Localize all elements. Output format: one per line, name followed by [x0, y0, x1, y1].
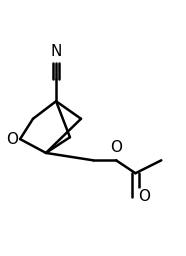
Text: O: O — [6, 132, 18, 147]
Text: O: O — [110, 140, 122, 155]
Text: N: N — [50, 44, 62, 59]
Text: O: O — [138, 189, 150, 204]
